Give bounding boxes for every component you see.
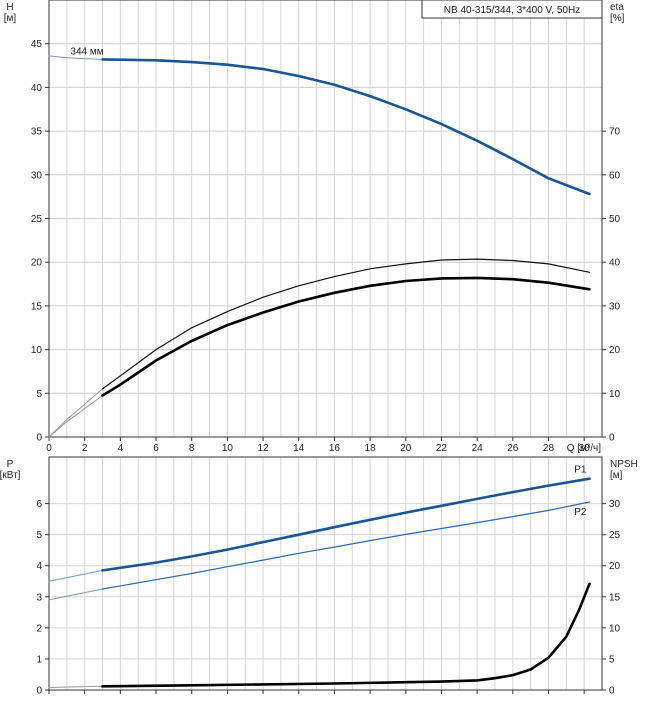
right-tick-label: 15 — [609, 592, 621, 603]
series-eta-extrapolated — [48, 388, 103, 438]
x-tick-label: 10 — [222, 443, 234, 454]
series-npsh-extrapolated — [48, 685, 103, 688]
right-axis-label: eta — [610, 2, 624, 13]
series-p2-extrapolated — [48, 588, 103, 601]
right-tick-label: 30 — [609, 301, 621, 312]
left-tick-label: 4 — [36, 561, 42, 572]
series-eta-pump-extrapolated — [48, 395, 103, 438]
left-tick-label: 15 — [31, 301, 43, 312]
left-tick-label: 2 — [36, 623, 42, 634]
right-tick-label: 60 — [609, 170, 621, 181]
x-tick-label: 20 — [400, 443, 412, 454]
right-axis-unit: [м] — [610, 470, 623, 481]
series-p1-extrapolated — [48, 569, 103, 582]
left-tick-label: 5 — [36, 530, 42, 541]
left-tick-label: 0 — [36, 433, 42, 444]
right-tick-label: 40 — [609, 258, 621, 269]
x-tick-label: 26 — [507, 443, 519, 454]
left-tick-label: 45 — [31, 39, 43, 50]
series-npsh — [101, 582, 591, 688]
x-tick-label: 18 — [365, 443, 377, 454]
left-tick-label: 6 — [36, 499, 42, 510]
right-tick-label: 50 — [609, 214, 621, 225]
x-tick-label: 30 — [579, 443, 591, 454]
left-axis-unit: [кВт] — [0, 470, 21, 481]
x-tick-label: 8 — [189, 443, 195, 454]
series-eta — [101, 258, 591, 390]
chart-title: NB 40-315/344, 3*400 V, 50Hz — [444, 5, 580, 16]
series-p2 — [101, 501, 591, 590]
left-axis-unit: [м] — [4, 13, 17, 24]
x-tick-label: 24 — [472, 443, 484, 454]
left-tick-label: 25 — [31, 214, 43, 225]
impeller-annotation: 344 мм — [70, 47, 103, 58]
legend-label-p1: P1 — [574, 465, 587, 476]
title-box — [421, 0, 603, 19]
x-tick-label: 16 — [329, 443, 341, 454]
x-tick-label: 4 — [118, 443, 124, 454]
left-tick-label: 5 — [36, 389, 42, 400]
left-tick-label: 1 — [36, 654, 42, 665]
left-tick-label: 35 — [31, 127, 43, 138]
x-tick-label: 12 — [258, 443, 270, 454]
left-tick-label: 0 — [36, 686, 42, 697]
legend-label-p2: P2 — [574, 507, 587, 518]
left-tick-label: 3 — [36, 592, 42, 603]
x-tick-label: 22 — [436, 443, 448, 454]
series-head — [101, 58, 591, 196]
right-tick-label: 70 — [609, 127, 621, 138]
series-p1 — [101, 477, 591, 572]
left-axis-label: H — [6, 2, 13, 13]
x-axis-label: Q [м³/ч] — [567, 443, 602, 454]
x-tick-label: 14 — [293, 443, 305, 454]
right-tick-label: 20 — [609, 345, 621, 356]
right-tick-label: 10 — [609, 623, 621, 634]
plot-frame — [48, 456, 603, 691]
series-eta-pump — [101, 276, 591, 397]
right-axis-unit: [%] — [610, 13, 625, 24]
x-tick-label: 28 — [543, 443, 555, 454]
left-tick-label: 20 — [31, 258, 43, 269]
x-tick-label: 0 — [46, 443, 52, 454]
left-tick-label: 10 — [31, 345, 43, 356]
x-tick-label: 6 — [153, 443, 159, 454]
left-tick-label: 30 — [31, 170, 43, 181]
right-tick-label: 30 — [609, 499, 621, 510]
right-tick-label: 25 — [609, 530, 621, 541]
left-tick-label: 40 — [31, 83, 43, 94]
right-tick-label: 20 — [609, 561, 621, 572]
right-tick-label: 5 — [609, 654, 615, 665]
left-axis-label: P — [7, 459, 14, 470]
right-tick-label: 10 — [609, 389, 621, 400]
series-head-extrapolated — [48, 55, 103, 60]
right-tick-label: 0 — [609, 686, 615, 697]
x-tick-label: 2 — [82, 443, 88, 454]
right-axis-label: NPSH — [610, 459, 638, 470]
right-tick-label: 0 — [609, 433, 615, 444]
